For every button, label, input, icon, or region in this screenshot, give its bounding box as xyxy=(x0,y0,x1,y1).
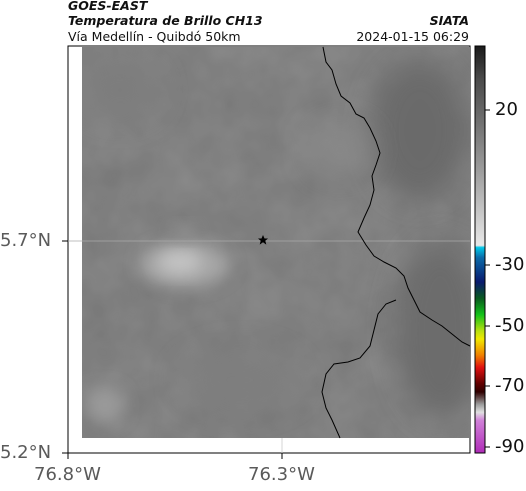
lon-tick-76-8: 76.8°W xyxy=(34,464,101,485)
colorbar-label-minus90: -90 xyxy=(495,436,525,457)
satellite-title: GOES-EAST xyxy=(68,0,148,13)
colorbar-ticks xyxy=(485,109,490,448)
colorbar-label-20: 20 xyxy=(495,99,518,120)
region-label: Vía Medellín - Quibdó 50km xyxy=(68,29,241,44)
lat-tick-5-2: 5.2°N xyxy=(0,442,52,463)
org-label: SIATA xyxy=(429,13,469,28)
brightness-temperature-field xyxy=(82,47,470,438)
product-title: Temperatura de Brillo CH13 xyxy=(68,13,263,28)
lon-tick-76-3: 76.3°W xyxy=(248,464,315,485)
star-marker xyxy=(258,235,268,245)
colorbar xyxy=(474,45,486,454)
colorbar-label-minus30: -30 xyxy=(495,254,525,275)
colorbar-label-minus50: -50 xyxy=(495,315,525,336)
department-borders xyxy=(321,46,471,439)
colorbar-label-minus70: -70 xyxy=(495,375,525,396)
lat-tick-5-7: 5.7°N xyxy=(0,230,52,251)
datetime-label: 2024-01-15 06:29 xyxy=(356,29,469,44)
